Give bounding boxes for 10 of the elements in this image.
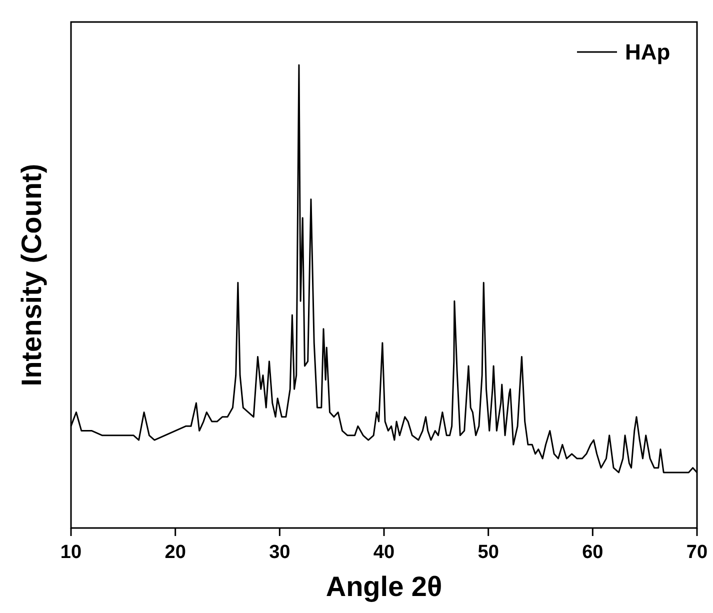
legend-label: HAp: [625, 40, 670, 65]
y-axis-title: Intensity (Count): [16, 164, 47, 386]
x-tick-label: 20: [164, 542, 186, 563]
x-tick-label: 70: [686, 542, 708, 563]
x-axis-title: Angle 2θ: [326, 571, 442, 602]
x-tick-label: 40: [373, 542, 395, 563]
x-tick-label: 30: [269, 542, 290, 563]
x-tick-label: 50: [478, 542, 499, 563]
x-tick-label: 60: [582, 542, 604, 563]
x-tick-label: 10: [60, 542, 82, 563]
